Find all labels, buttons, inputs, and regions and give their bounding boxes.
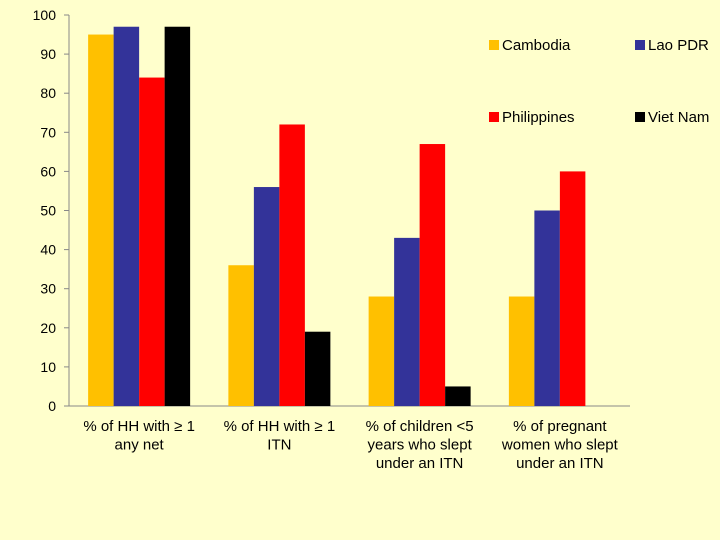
bars [88,26,586,407]
y-tick-label: 100 [33,7,57,23]
y-tick-label: 0 [48,398,56,414]
y-tick-label: 30 [40,281,56,297]
y-tick-label: 50 [40,203,56,219]
category-label: % of pregnant [513,418,607,435]
legend-label: Cambodia [502,37,571,54]
category-label: years who slept [368,437,473,454]
bar-cambodia-3 [508,296,535,406]
category-label: % of children <5 [366,418,474,435]
bar-viet-nam-2 [445,386,471,406]
bar-lao-pdr-1 [253,187,280,406]
bar-cambodia-1 [228,265,254,406]
y-axis-ticks: 0 10 20 30 40 50 60 70 80 90 100 [33,7,69,414]
category-label: % of HH with ≥ 1 [83,418,195,435]
bar-philippines-1 [279,124,305,406]
category-label: women who slept [501,437,619,454]
bar-viet-nam-1 [304,331,331,406]
bar-philippines-2 [419,144,446,406]
y-tick-label: 60 [40,163,56,179]
bar-cambodia-2 [368,296,395,406]
y-tick-label: 10 [40,359,56,375]
legend-label: Lao PDR [648,37,709,54]
legend-label: Philippines [502,109,575,126]
bar-philippines-0 [139,77,165,406]
y-tick-label: 40 [40,242,56,258]
legend: Cambodia Lao PDR Philippines Viet Nam [489,37,709,126]
y-tick-label: 80 [40,85,56,101]
bar-lao-pdr-3 [534,210,560,406]
y-tick-label: 90 [40,46,56,62]
bar-cambodia-0 [88,34,114,407]
bar-philippines-3 [559,171,586,406]
legend-swatch [489,40,499,50]
category-label: under an ITN [376,455,464,472]
x-axis-category-labels: % of HH with ≥ 1 any net % of HH with ≥ 1 I… [83,418,618,472]
category-label: under an ITN [516,455,604,472]
legend-swatch [635,112,645,122]
category-label: ITN [267,437,291,454]
legend-label: Viet Nam [648,109,709,126]
category-label: any net [115,437,165,454]
bar-lao-pdr-2 [394,237,420,406]
y-tick-label: 70 [40,124,56,140]
bar-lao-pdr-0 [113,26,140,406]
legend-swatch [635,40,645,50]
y-tick-label: 20 [40,320,56,336]
bar-viet-nam-0 [164,26,191,406]
legend-swatch [489,112,499,122]
category-label: % of HH with ≥ 1 [224,418,336,435]
